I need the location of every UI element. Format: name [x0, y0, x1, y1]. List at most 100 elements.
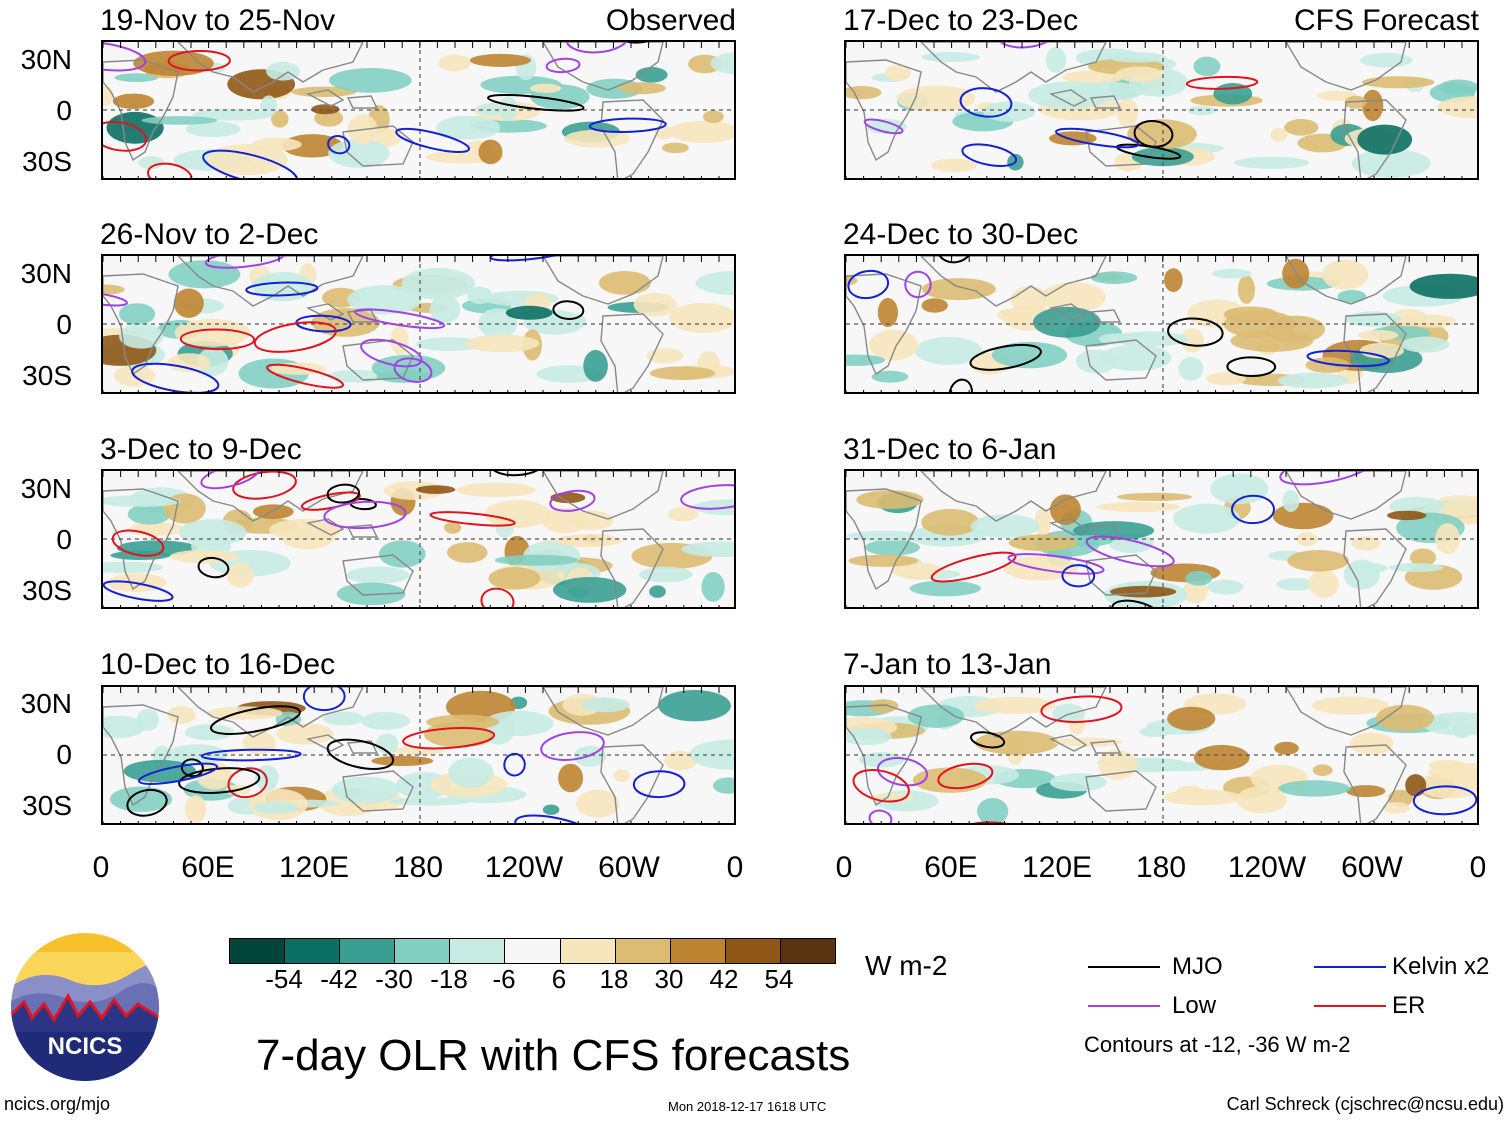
olr-anomaly-blob: [328, 139, 390, 168]
olr-anomaly-blob: [494, 554, 579, 566]
olr-anomaly-blob: [444, 521, 462, 534]
olr-anomaly-blob: [681, 541, 734, 557]
footer-credit: Carl Schreck (cjschrec@ncsu.edu): [1226, 1094, 1504, 1114]
olr-anomaly-blob: [1034, 508, 1051, 537]
y-tick-label: 30N: [20, 258, 72, 289]
olr-anomaly-blob: [713, 777, 734, 794]
olr-anomaly-blob: [141, 116, 218, 125]
wave-contour: [302, 687, 346, 712]
wave-contour: [545, 57, 581, 74]
coastline: [1048, 518, 1122, 538]
colorbar-label: 54: [764, 964, 794, 994]
colorbar-label: -54: [265, 964, 303, 994]
wave-contour: [1111, 599, 1163, 607]
x-tick-label: 60W: [598, 851, 660, 884]
coastline: [1343, 313, 1407, 392]
coastline: [103, 59, 179, 162]
olr-anomaly-blob: [252, 504, 294, 519]
wave-contour: [326, 483, 361, 504]
legend-label: ER: [1392, 992, 1426, 1019]
olr-map: [844, 685, 1479, 825]
panel-title: 3-Dec to 9-Dec: [100, 433, 302, 466]
olr-anomaly-blob: [1236, 786, 1287, 814]
wave-contour: [970, 731, 1006, 749]
olr-anomaly-blob: [429, 295, 461, 324]
logo-text: NCICS: [48, 1033, 123, 1060]
panel-title: 26-Nov to 2-Dec: [100, 218, 319, 251]
y-tick-label: 30N: [20, 473, 72, 504]
coastline: [846, 59, 922, 162]
olr-anomaly-blob: [1308, 569, 1339, 598]
olr-anomaly-blob: [388, 797, 470, 806]
y-tick-label: 30N: [20, 688, 72, 719]
footer-url[interactable]: ncics.org/mjo: [4, 1094, 111, 1114]
olr-anomaly-blob: [1405, 774, 1427, 797]
olr-anomaly-blob: [865, 539, 920, 556]
olr-anomaly-blob: [168, 260, 241, 289]
olr-anomaly-blob: [1418, 772, 1477, 799]
wave-contour: [402, 727, 496, 750]
wave-contour: [137, 762, 219, 785]
olr-anomaly-blob: [167, 706, 196, 724]
coastline: [1285, 42, 1407, 91]
olr-anomaly-blob: [1400, 336, 1450, 353]
coastline: [1048, 734, 1122, 754]
olr-anomaly-blob: [1344, 95, 1367, 109]
olr-anomaly-blob: [1357, 124, 1413, 155]
olr-anomaly-blob: [991, 341, 1068, 369]
wave-contour: [1226, 356, 1277, 377]
olr-anomaly-blob: [921, 508, 980, 536]
wave-contour: [969, 343, 1042, 371]
coastline: [1343, 99, 1407, 178]
olr-anomaly-blob: [1008, 534, 1078, 552]
olr-map: [844, 254, 1479, 394]
olr-anomaly-blob: [119, 323, 164, 349]
olr-anomaly-blob: [251, 272, 314, 302]
coastline: [177, 256, 364, 307]
wave-contour: [565, 42, 630, 54]
olr-anomaly-blob: [655, 125, 673, 140]
wave-contour: [490, 471, 547, 477]
olr-anomaly-blob: [1049, 494, 1081, 525]
x-tick-label: 120W: [484, 851, 564, 884]
coastline: [1048, 89, 1122, 109]
wave-contour: [620, 42, 655, 44]
olr-anomaly-blob: [179, 519, 247, 546]
olr-anomaly-blob: [269, 518, 341, 542]
colorbar-units: W m-2: [865, 950, 948, 981]
olr-anomaly-blob: [1282, 490, 1300, 512]
olr-anomaly-blob: [848, 554, 918, 567]
wave-contour: [847, 269, 890, 300]
olr-anomaly-blob: [185, 121, 241, 138]
wave-contour: [540, 731, 605, 761]
wave-contour: [103, 580, 174, 602]
wave-contour: [1061, 564, 1096, 588]
olr-anomaly-blob: [846, 727, 892, 746]
olr-anomaly-blob: [1410, 548, 1436, 567]
olr-anomaly-blob: [576, 789, 620, 818]
olr-anomaly-blob: [1278, 780, 1351, 797]
colorbar-label: -18: [430, 964, 468, 994]
olr-anomaly-blob: [1349, 732, 1394, 755]
wave-contour: [503, 752, 526, 777]
olr-anomaly-blob: [892, 562, 943, 580]
coastline: [1343, 744, 1407, 823]
wave-contour: [588, 117, 667, 133]
coastline: [846, 704, 922, 807]
coastline: [1048, 303, 1122, 323]
olr-anomaly-blob: [556, 534, 622, 547]
olr-anomaly-blob: [346, 566, 410, 584]
olr-anomaly-blob: [1276, 578, 1316, 591]
olr-anomaly-blob: [975, 730, 1059, 755]
colorbar-label: 42: [709, 964, 739, 994]
olr-anomaly-blob: [1270, 127, 1288, 142]
olr-anomaly-blob: [1437, 96, 1477, 119]
olr-anomaly-blob: [136, 708, 159, 731]
colorbar-swatch: [230, 939, 286, 963]
olr-anomaly-blob: [701, 572, 725, 602]
olr-anomaly-blob: [103, 495, 181, 507]
olr-anomaly-blob: [1277, 372, 1349, 389]
wave-contour: [209, 705, 301, 735]
olr-anomaly-blob: [103, 85, 114, 106]
wave-contour: [1167, 317, 1224, 347]
